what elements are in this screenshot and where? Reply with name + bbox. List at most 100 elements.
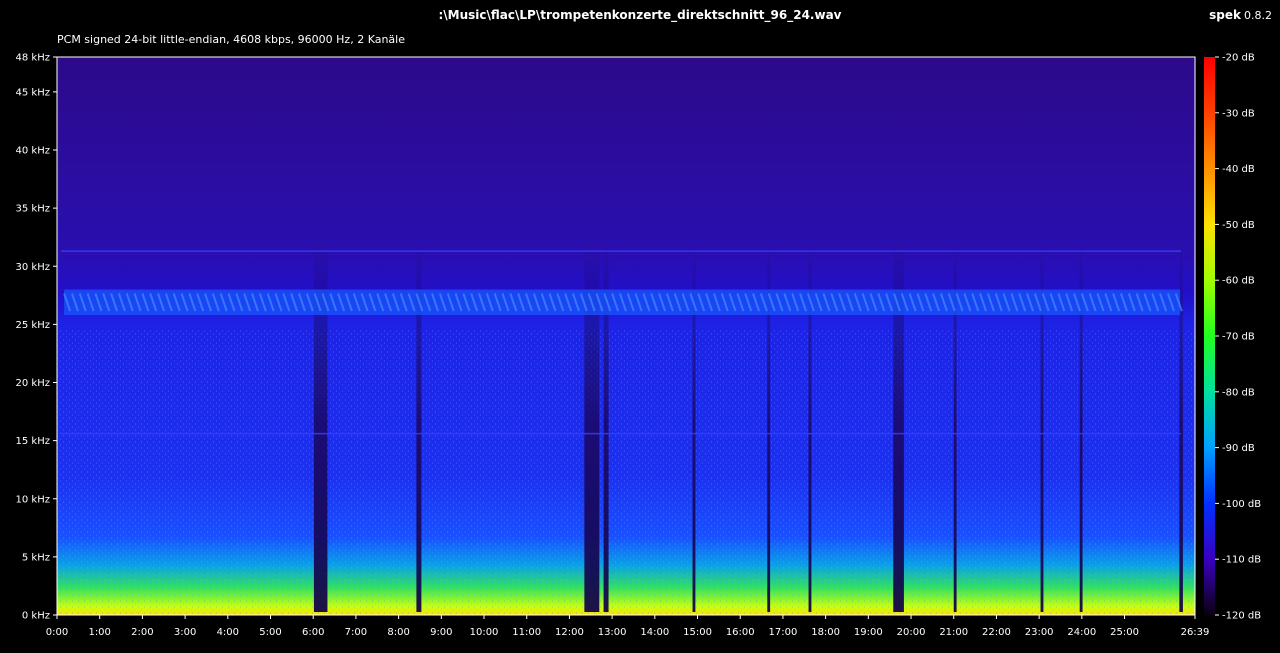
silence-gaps [313,241,1183,612]
ultrasonic-band-stroke [822,293,831,312]
ultrasonic-band-stroke [681,293,690,312]
silence-gap [584,241,600,612]
silence-gap [953,241,957,612]
ultrasonic-band-stroke [540,293,549,312]
freq-tick-label: 35 kHz [16,204,50,215]
ultrasonic-band-stroke [196,293,205,312]
ultrasonic-band-stroke [431,293,440,312]
frequency-axis: 0 kHz 5 kHz 10 kHz 15 kHz 20 kHz 25 kHz 30 kHz… [16,53,57,622]
ultrasonic-band-stroke [446,293,455,312]
ultrasonic-band-stroke [697,293,706,312]
ultrasonic-band-stroke [1026,293,1034,312]
ultrasonic-band-stroke [986,293,995,312]
ultrasonic-band-stroke [274,293,283,312]
ultrasonic-band-stroke [1135,293,1144,312]
ultrasonic-band-stroke [251,293,259,312]
ultrasonic-band-stroke [916,293,925,312]
ultrasonic-band-stroke [579,293,588,312]
ultrasonic-band-stroke [141,293,150,312]
ultrasonic-band-stroke [658,293,667,312]
ultrasonic-band-stroke [791,293,800,312]
ultrasonic-band-stroke [360,293,369,312]
ultrasonic-band-stroke [939,293,948,312]
time-tick-label: 25:00 [1110,627,1139,638]
ultrasonic-band-stroke [290,293,299,312]
time-tick-label: 22:00 [982,627,1011,638]
ultrasonic-band-stroke [423,293,432,312]
app-name: spek [1209,8,1241,22]
ultrasonic-band-stroke [454,293,463,312]
ultrasonic-band-stroke [493,293,502,312]
ultrasonic-band-stroke [885,293,894,312]
ultrasonic-band-stroke [94,293,103,312]
ultrasonic-band-stroke [78,293,87,312]
ultrasonic-band-stroke [603,293,612,312]
ultrasonic-band-stroke [947,293,956,312]
ultrasonic-band-stroke [86,293,95,312]
freq-tick-label: 40 kHz [16,146,50,157]
ultrasonic-band-stroke [1112,293,1121,312]
ultrasonic-band-stroke [1167,293,1175,312]
time-tick-label: 1:00 [88,627,110,638]
ultrasonic-band-stroke [893,293,901,312]
ultrasonic-band-stroke [1057,293,1066,312]
ultrasonic-band-stroke [164,293,173,312]
ultrasonic-band-stroke [219,293,228,312]
ultrasonic-band-stroke [556,293,565,312]
time-tick-label: 5:00 [259,627,281,638]
ultrasonic-band-stroke [720,293,729,312]
ultrasonic-band-stroke [368,293,377,312]
silence-gap [1040,241,1044,612]
ultrasonic-band-stroke [979,293,988,312]
ultrasonic-band-stroke [391,293,400,312]
time-tick-label: 23:00 [1025,627,1054,638]
level-tick-label: -110 dB [1222,555,1261,566]
silence-gap [767,241,771,612]
ultrasonic-band-stroke [298,293,306,312]
ultrasonic-band [63,289,1183,316]
ultrasonic-band-stroke [908,293,917,312]
ultrasonic-band-stroke [814,293,823,312]
ultrasonic-band-stroke [806,293,815,312]
level-tick-label: -70 dB [1222,332,1255,343]
ultrasonic-band-stroke [587,293,596,312]
ultrasonic-band-stroke [665,293,674,312]
ultrasonic-band-stroke [1018,293,1027,312]
ultrasonic-band-stroke [525,293,533,312]
ultrasonic-band-stroke [1033,293,1042,312]
ultrasonic-band-stroke [110,293,119,312]
ultrasonic-band-stroke [932,293,941,312]
silence-gap [416,241,422,612]
ultrasonic-band-stroke [1080,293,1089,312]
ultrasonic-band-stroke [532,293,541,312]
ultrasonic-band-stroke [180,293,189,312]
ultrasonic-band-stroke [235,293,244,312]
ultrasonic-band-stroke [149,293,158,312]
ultrasonic-band-stroke [924,293,933,312]
ultrasonic-band-stroke [642,293,651,312]
ultrasonic-band-stroke [462,293,471,312]
ultrasonic-band-stroke [407,293,416,312]
ultrasonic-band-stroke [337,293,346,312]
stream-info: PCM signed 24-bit little-endian, 4608 kb… [57,33,405,46]
time-tick-label: 15:00 [683,627,712,638]
ultrasonic-band-stroke [955,293,964,312]
ultrasonic-band-stroke [689,293,698,312]
time-tick-label: 10:00 [470,627,499,638]
ultrasonic-band-stroke [509,293,518,312]
level-tick-label: -40 dB [1222,164,1255,175]
ultrasonic-band-stroke [227,293,236,312]
ultrasonic-band-stroke [783,293,792,312]
ultrasonic-band-stroke [1151,293,1160,312]
ultrasonic-band-stroke [861,293,870,312]
ultrasonic-band-stroke [157,293,166,312]
ultrasonic-band-stroke [1174,293,1183,312]
time-tick-label: 7:00 [345,627,367,638]
freq-tick-label: 15 kHz [16,436,50,447]
freq-tick-label: 0 kHz [22,611,50,622]
ultrasonic-band-stroke [767,293,776,312]
freq-tick-label: 25 kHz [16,320,50,331]
ultrasonic-band-stroke [70,293,79,312]
ultrasonic-band-stroke [634,293,643,312]
